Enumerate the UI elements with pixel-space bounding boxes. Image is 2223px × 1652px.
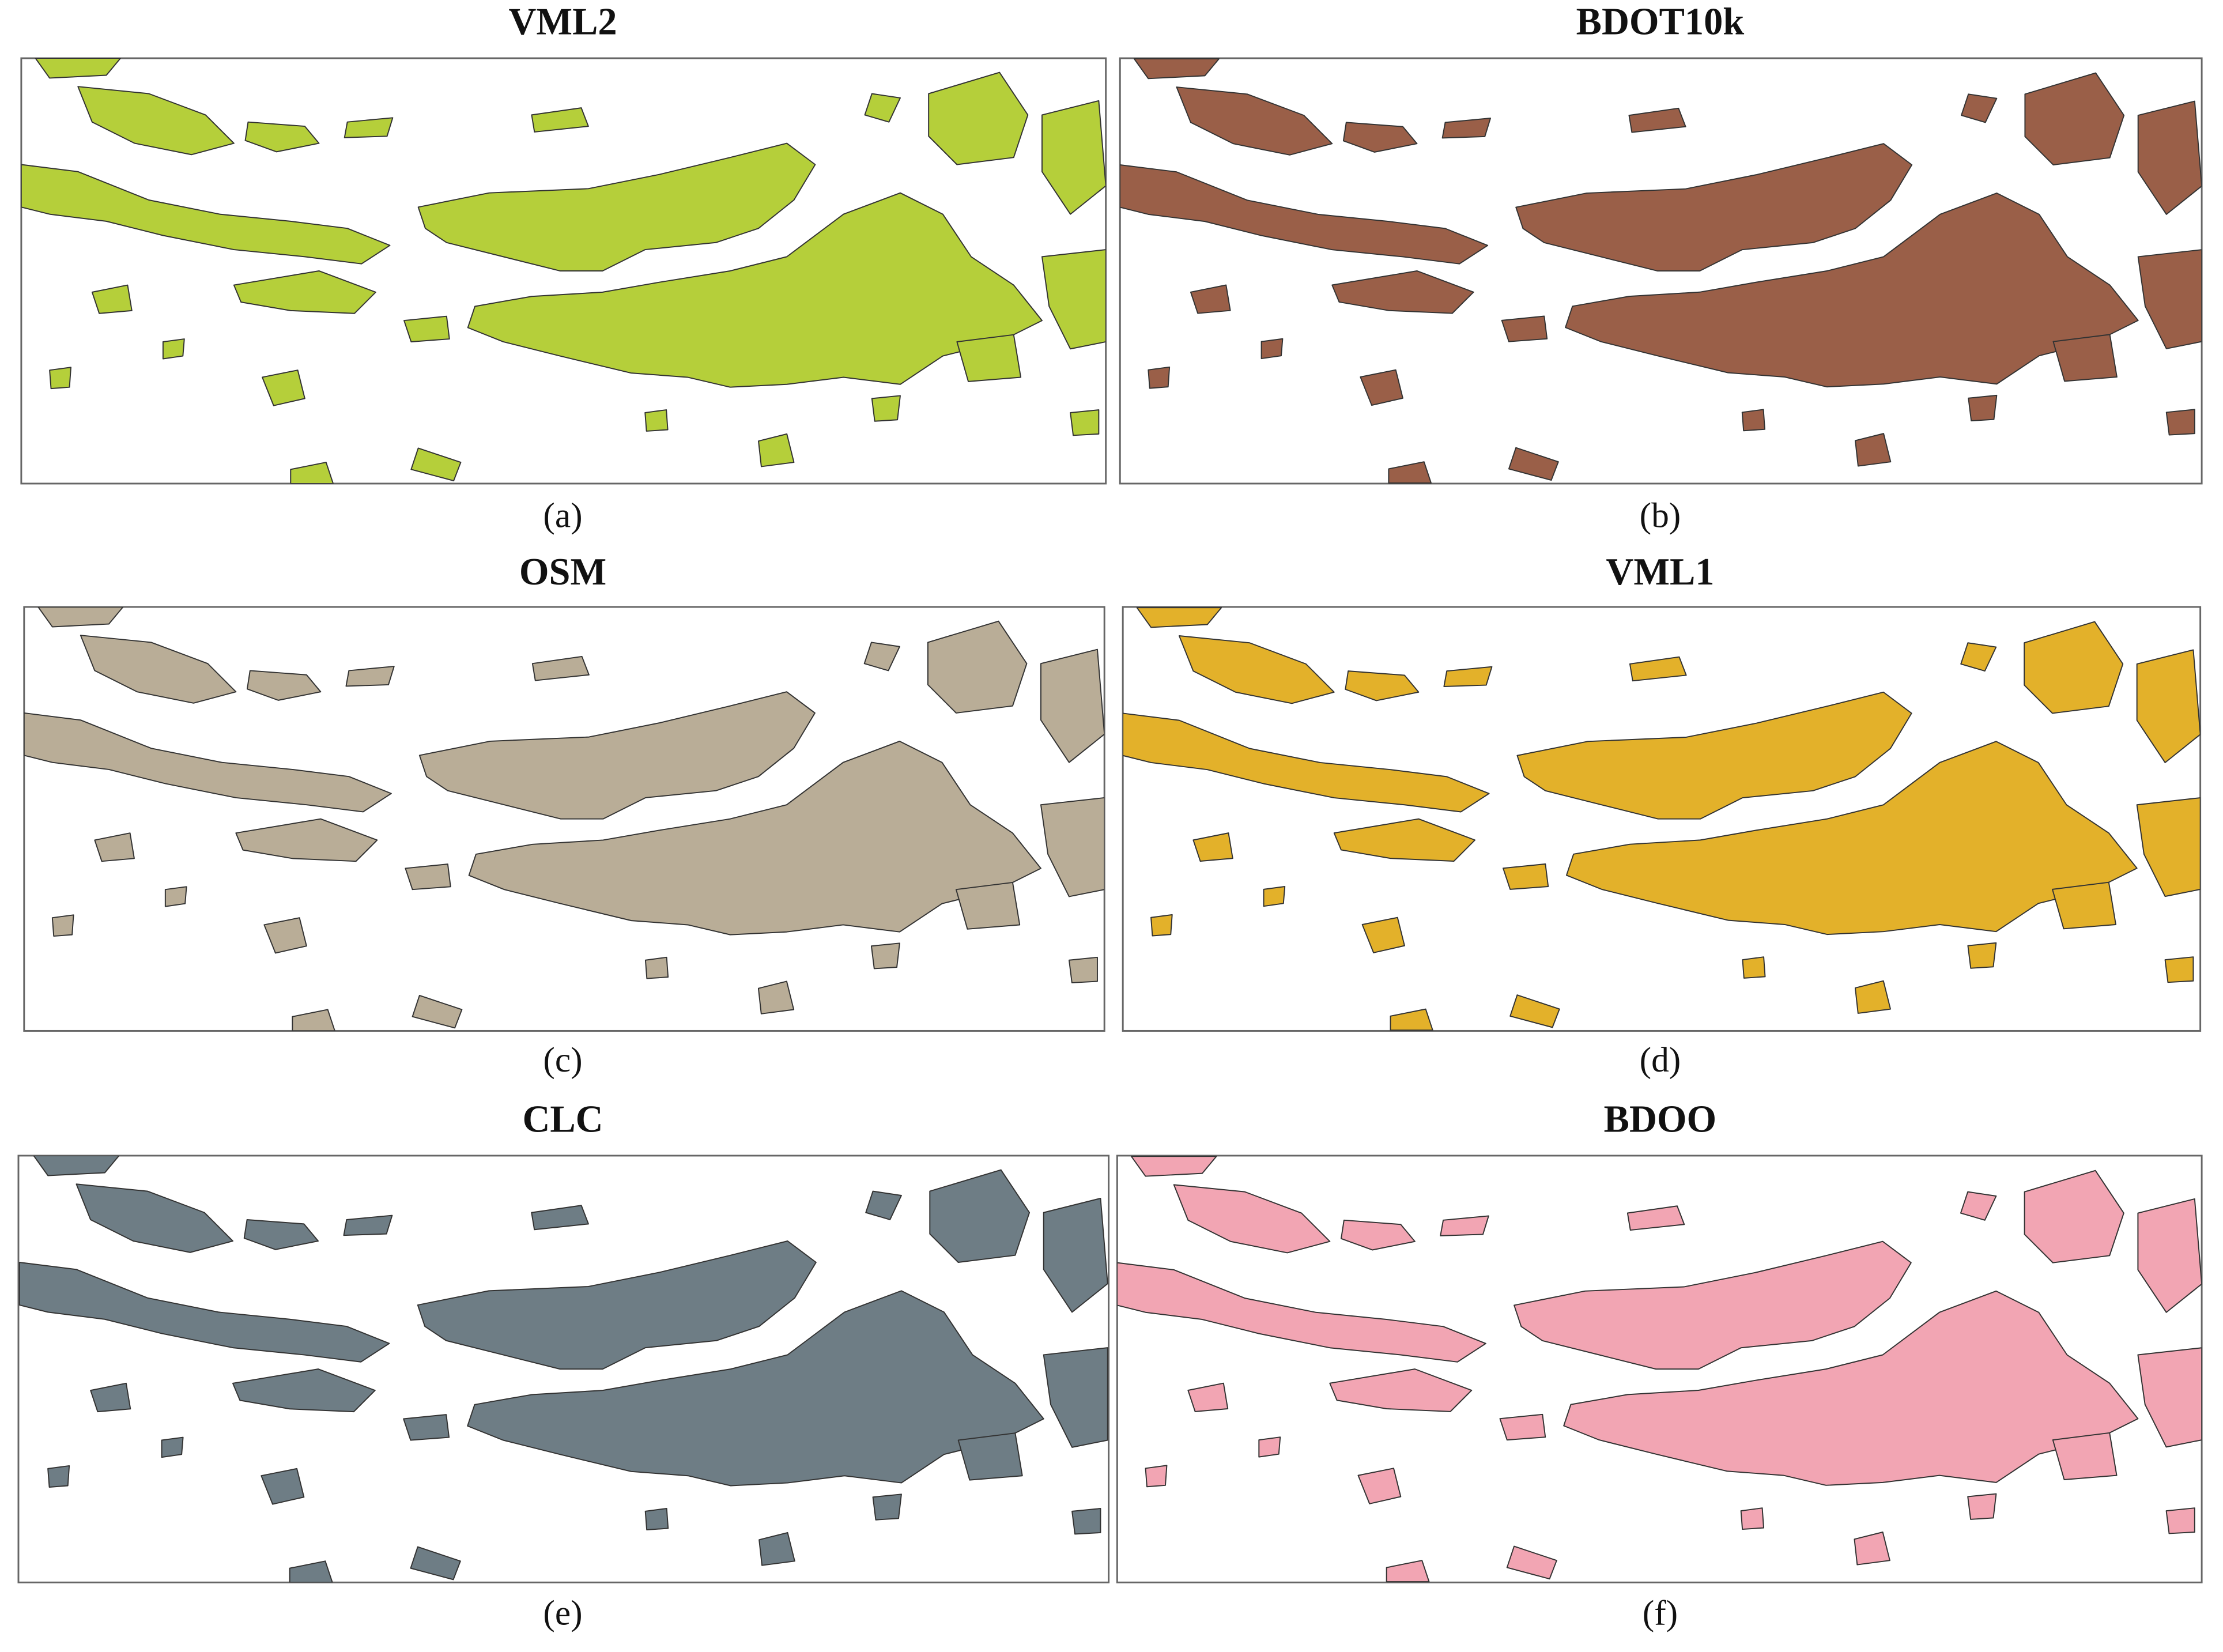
panel-label: (e) xyxy=(543,1593,582,1632)
panel-title: OSM xyxy=(519,551,606,593)
map-panel xyxy=(23,606,1105,1032)
map-panel xyxy=(20,57,1107,485)
panel-label: (d) xyxy=(1640,1040,1681,1080)
panel-label: (a) xyxy=(543,496,582,535)
panel-title: BDOT10k xyxy=(1576,1,1745,43)
panel-label: (c) xyxy=(543,1040,582,1080)
map-panel xyxy=(1122,606,2202,1032)
panel-label: (f) xyxy=(1643,1593,1678,1632)
panel-label: (b) xyxy=(1640,496,1681,535)
map-panel xyxy=(17,1155,1110,1583)
panel-title: CLC xyxy=(522,1099,603,1141)
panel-title: VML1 xyxy=(1606,551,1714,593)
panel-title: BDOO xyxy=(1604,1099,1717,1141)
panel-title: VML2 xyxy=(508,1,617,43)
map-panel xyxy=(1116,1155,2203,1583)
map-panel xyxy=(1119,57,2203,485)
